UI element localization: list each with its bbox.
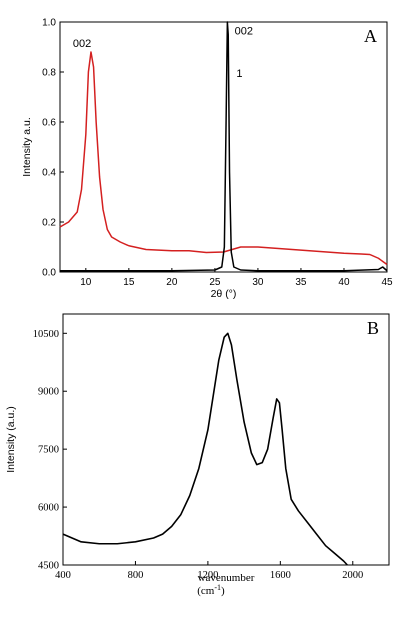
- peak-annotation: 002: [235, 26, 253, 38]
- x-tick-label: 25: [209, 277, 221, 288]
- x-tick-label: 400: [55, 570, 71, 581]
- series-line-1: [60, 21, 388, 272]
- peak-annotation: 002: [73, 38, 91, 50]
- series-line-0: [62, 332, 348, 566]
- y-tick-label: 0.6: [42, 118, 56, 129]
- x-tick-label: 800: [128, 570, 144, 581]
- y-tick-label: 9000: [38, 387, 59, 398]
- x-axis-unit-open: (cm: [197, 585, 215, 597]
- y-tick-label: 0.0: [42, 268, 56, 279]
- plot-frame: [62, 313, 390, 566]
- x-tick-label: 15: [123, 277, 135, 288]
- y-tick-label: 4500: [38, 561, 59, 572]
- y-axis-label: Intensity a.u.: [21, 117, 33, 177]
- peak-annotation: 1: [236, 68, 242, 80]
- x-axis-unit-close: ): [221, 585, 225, 597]
- y-tick-label: 7500: [38, 445, 59, 456]
- panel-label: A: [364, 26, 377, 46]
- y-axis-label: Intensity (a.u.): [5, 406, 17, 473]
- x-tick-label: 1200: [197, 570, 218, 581]
- y-tick-label: 10500: [33, 329, 59, 340]
- y-tick-label: 0.4: [42, 168, 56, 179]
- y-tick-label: 0.8: [42, 68, 56, 79]
- y-tick-label: 1.0: [42, 18, 56, 29]
- x-axis-label: wavenumber: [198, 572, 255, 584]
- x-tick-label: 35: [295, 277, 307, 288]
- x-tick-label: 1600: [270, 570, 291, 581]
- x-tick-label: 40: [338, 277, 350, 288]
- y-tick-label: 6000: [38, 503, 59, 514]
- panel-label: B: [367, 318, 379, 338]
- plot-frame: [59, 21, 388, 273]
- x-tick-label: 10: [80, 277, 92, 288]
- x-axis-unit-sup: -1: [214, 583, 221, 592]
- x-tick-label: 30: [252, 277, 264, 288]
- chart-panel-a: 10 15 20 25 30 35 40 45 0.0 0.2 0.4 0.6 0.8 1.0 A Inten…: [21, 18, 393, 301]
- x-tick-label: 45: [381, 277, 393, 288]
- series-line-0: [59, 51, 388, 266]
- x-axis-unit: (cm-1): [197, 583, 225, 597]
- x-axis-label: 2θ (°): [211, 288, 237, 300]
- x-tick-label: 2000: [342, 570, 363, 581]
- x-tick-label: 20: [166, 277, 178, 288]
- chart-panel-b: 400 800 1200 1600 2000 4500 6000 7500 9000 10500 B…: [5, 313, 390, 597]
- y-tick-label: 0.2: [42, 218, 56, 229]
